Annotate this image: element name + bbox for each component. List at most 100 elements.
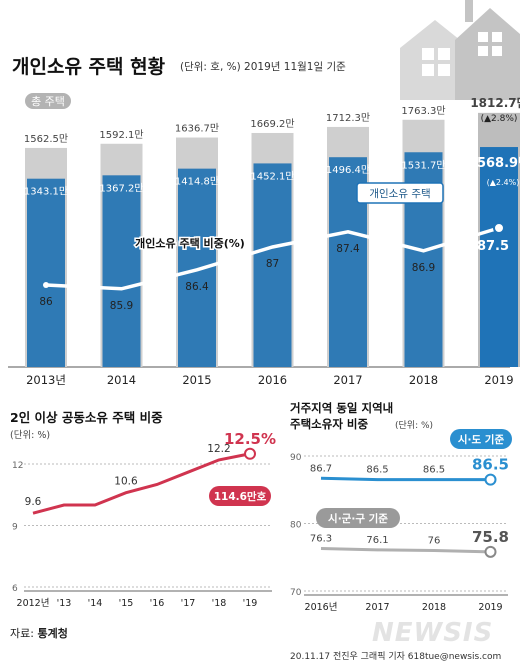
right-x-tick: 2018 <box>422 602 446 613</box>
bar-owned <box>102 175 141 367</box>
bar-total-label: 1812.7만 <box>470 95 520 110</box>
left-value-label: 12.2 <box>207 443 230 455</box>
bar-owned-label: 1531.7만 <box>401 159 445 171</box>
page-title: 개인소유 주택 현황 <box>12 56 166 78</box>
right-x-tick: 2019 <box>478 602 502 613</box>
left-value-label: 12.5% <box>224 430 276 448</box>
bar-total-label: 1592.1만 <box>99 129 143 141</box>
ratio-value-label: 87.4 <box>336 243 360 255</box>
left-y-tick: 9 <box>12 523 18 533</box>
ratio-series-label: 개인소유 주택 비중(%) <box>135 236 245 250</box>
left-y-tick: 6 <box>12 584 18 594</box>
left-value-label: 9.6 <box>25 496 42 508</box>
house-illustration <box>400 0 520 100</box>
left-annotation-pill <box>209 486 271 506</box>
bar-total-label: 1636.7만 <box>175 123 219 135</box>
legend-owned-box <box>356 182 444 204</box>
x-tick-label: 2016 <box>258 373 287 387</box>
joint-ownership-chart: 2인 이상 공동소유 주택 비중 (단위: %) 12 9 6 9.6 10.6 12.212… <box>10 410 276 609</box>
bar-owned-label: 1568.9만 <box>468 155 520 171</box>
total-growth-annotation: (▲2.8%) <box>481 114 518 124</box>
left-x-tick: '14 <box>88 598 103 609</box>
right-y-tick: 80 <box>290 521 302 531</box>
newsis-watermark: NEWSIS <box>372 618 494 648</box>
left-series-line <box>32 452 251 515</box>
ratio-value-label: 87 <box>266 258 279 270</box>
credit-line: 20.11.17 전진우 그래픽 기자 618tue@newsis.com <box>290 652 502 662</box>
right-x-tick: 2016년 <box>305 602 338 613</box>
left-x-tick: '16 <box>150 598 165 609</box>
ratio-value-label: 86.4 <box>185 281 209 293</box>
bar-owned <box>253 163 292 367</box>
bar-owned-label: 1343.1만 <box>24 186 68 198</box>
legend-total-label: 총 주택 <box>31 95 65 108</box>
ratio-end-point <box>493 222 505 234</box>
right-value-label: 75.8 <box>472 528 509 546</box>
bar-total-label: 1763.3만 <box>401 105 445 117</box>
right-value-label: 86.7 <box>310 463 332 474</box>
legend-sigungu-pill <box>316 508 400 528</box>
owned-growth-annotation: (▲2.4%) <box>487 178 520 187</box>
bar-total-label: 1712.3만 <box>326 112 370 124</box>
bar-owned-label: 1496.4만 <box>326 164 370 176</box>
left-x-tick: '18 <box>212 598 227 609</box>
bar-owned-label: 1414.8만 <box>175 176 219 188</box>
source-name: 통계청 <box>37 627 68 640</box>
ratio-start-point <box>43 282 49 288</box>
unit-note: (단위: 호, %) 2019년 11월1일 기준 <box>180 61 346 73</box>
left-x-tick: '17 <box>181 598 196 609</box>
bar-owned <box>480 147 518 367</box>
right-y-tick: 70 <box>290 588 302 598</box>
right-end-point <box>484 473 497 486</box>
right-chart-title-2: 주택소유자 비중 <box>290 417 368 431</box>
right-end-point <box>484 545 497 558</box>
right-value-label: 76.3 <box>310 533 332 544</box>
bar-owned-label: 1367.2만 <box>99 182 143 194</box>
left-y-tick: 12 <box>12 461 23 471</box>
legend-sido-pill <box>450 429 512 449</box>
x-tick-label: 2018 <box>409 373 438 387</box>
right-series-line <box>320 546 491 554</box>
bar-owned <box>27 178 65 367</box>
left-value-label: 10.6 <box>114 476 138 488</box>
bar-owned-label: 1452.1만 <box>250 170 294 182</box>
x-tick-label: 2015 <box>182 373 211 387</box>
right-value-label: 86.5 <box>423 465 445 476</box>
left-x-tick: '13 <box>57 598 72 609</box>
ratio-value-label: 85.9 <box>110 300 133 312</box>
right-chart-unit: (단위: %) <box>395 420 433 431</box>
ratio-value-label: 86.9 <box>412 262 435 274</box>
left-x-tick: '19 <box>243 598 258 609</box>
right-value-label: 86.5 <box>472 456 509 474</box>
left-x-tick: '15 <box>119 598 134 609</box>
right-value-label: 86.5 <box>366 465 388 476</box>
left-end-point <box>244 447 256 460</box>
right-x-tick: 2017 <box>365 602 389 613</box>
x-tick-label: 2019 <box>484 373 513 387</box>
x-tick-label: 2017 <box>333 373 362 387</box>
left-x-tick: 2012년 <box>17 598 50 609</box>
bar-total-label: 1562.5만 <box>24 133 68 145</box>
bar-total-label: 1669.2만 <box>250 118 294 130</box>
right-value-label: 76 <box>428 536 441 547</box>
x-tick-label: 2014 <box>107 373 136 387</box>
legend-total-pill <box>25 93 71 109</box>
ratio-value-label: 86 <box>39 296 53 308</box>
legend-sigungu-label: 시·군·구 기준 <box>328 512 388 525</box>
right-y-tick: 90 <box>290 453 302 463</box>
legend-owned-label: 개인소유 주택 <box>369 188 430 200</box>
source-text: 자료: 통계청 <box>10 625 68 641</box>
left-chart-title: 2인 이상 공동소유 주택 비중 <box>10 410 163 425</box>
legend-sido-label: 시·도 기준 <box>458 433 505 446</box>
right-value-label: 76.1 <box>366 535 388 546</box>
right-series-line <box>320 476 491 482</box>
ratio-line <box>45 226 500 291</box>
housing-bar-chart: 총 주택 1562.5만 1343.1만 2013년 1592.1만 1367.2만 201… <box>8 93 520 387</box>
ratio-value-label: 87.5 <box>477 239 509 254</box>
source-label: 자료: <box>10 627 38 640</box>
right-chart-title-1: 거주지역 동일 지역내 <box>290 401 393 415</box>
x-tick-label: 2013년 <box>26 373 66 387</box>
bar-owned <box>178 168 216 367</box>
